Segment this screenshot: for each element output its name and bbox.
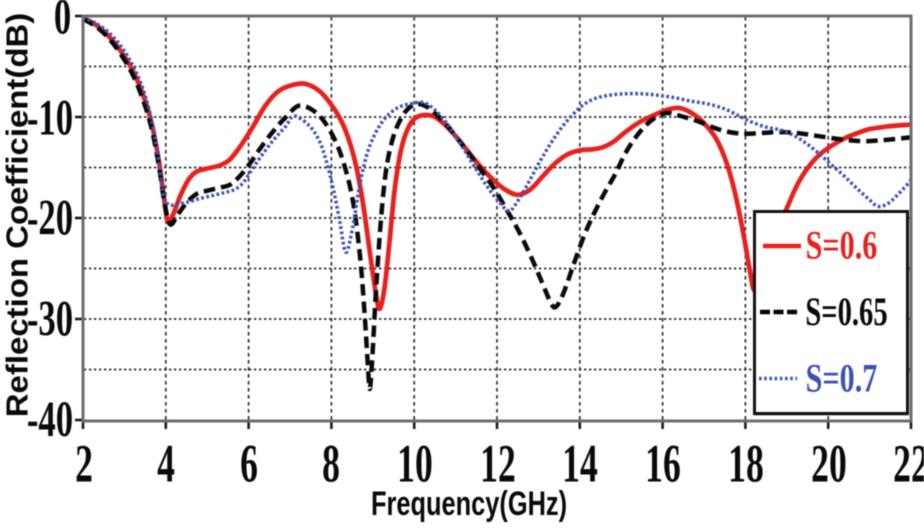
svg-text:-30: -30 <box>27 291 73 347</box>
svg-text:Reflection Coefficient(dB): Reflection Coefficient(dB) <box>0 13 34 418</box>
svg-text:16: 16 <box>645 433 681 493</box>
svg-text:S=0.65: S=0.65 <box>805 290 887 335</box>
svg-text:14: 14 <box>562 433 598 493</box>
svg-text:20: 20 <box>811 433 847 493</box>
svg-text:0: 0 <box>54 0 71 45</box>
svg-text:12: 12 <box>480 433 516 493</box>
svg-text:-20: -20 <box>27 190 73 246</box>
svg-text:S=0.6: S=0.6 <box>806 223 878 268</box>
svg-text:-10: -10 <box>27 90 73 146</box>
svg-text:18: 18 <box>728 433 764 493</box>
svg-text:4: 4 <box>157 433 175 493</box>
svg-text:S=0.7: S=0.7 <box>806 356 878 401</box>
svg-text:6: 6 <box>240 433 258 493</box>
svg-text:8: 8 <box>322 433 340 493</box>
svg-text:-40: -40 <box>27 392 73 448</box>
svg-text:Frequency(GHz): Frequency(GHz) <box>371 486 567 523</box>
svg-text:22: 22 <box>893 433 924 493</box>
svg-text:2: 2 <box>75 433 93 493</box>
svg-text:10: 10 <box>397 433 433 493</box>
